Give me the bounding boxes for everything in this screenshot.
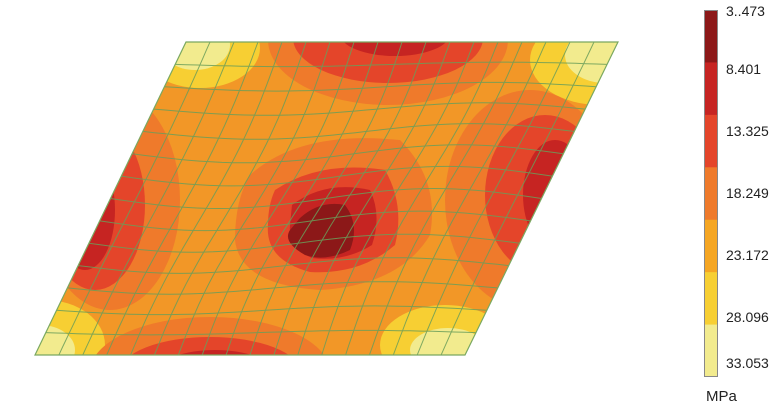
mesh-line: [56, 305, 487, 316]
legend-swatch-6: [704, 324, 718, 377]
legend-swatch-1: [704, 62, 718, 116]
mesh-line: [153, 102, 586, 116]
legend-label-5: 28.096: [726, 309, 769, 325]
legend-bar-outline: [704, 10, 718, 377]
stress-contour-plate: [34, 41, 619, 356]
legend-label-2: 13.325: [726, 123, 769, 139]
mesh-line: [175, 61, 608, 68]
legend-swatch-5: [704, 272, 718, 326]
mesh-line: [110, 187, 542, 210]
legend-label-0: 3..473: [726, 3, 765, 19]
legend-swatch-3: [704, 167, 718, 221]
mesh-line: [45, 329, 476, 336]
color-scale-bar: [704, 10, 718, 377]
legend-swatch-2: [704, 114, 718, 168]
mesh-line: [78, 257, 509, 274]
legend-label-6: 33.053: [726, 355, 769, 371]
legend-label-4: 23.172: [726, 247, 769, 263]
legend-label-3: 18.249: [726, 185, 769, 201]
legend-swatch-4: [704, 219, 718, 273]
plate-outline: [34, 41, 619, 356]
mesh-line: [99, 210, 531, 232]
mesh-line: [132, 144, 564, 164]
right-hot-zone: [445, 90, 615, 310]
legend-label-1: 8.401: [726, 61, 762, 77]
center-hot-zone: [235, 138, 432, 290]
mesh-line: [67, 281, 498, 295]
mesh-line: [164, 81, 597, 92]
unit-label: MPa: [706, 388, 737, 405]
mesh-line: [121, 165, 553, 187]
mesh-grid: [45, 42, 608, 355]
mesh-line: [142, 123, 575, 140]
legend-swatch-0: [704, 10, 718, 63]
top-hot-zone: [268, 42, 508, 105]
mesh-line: [88, 233, 520, 253]
